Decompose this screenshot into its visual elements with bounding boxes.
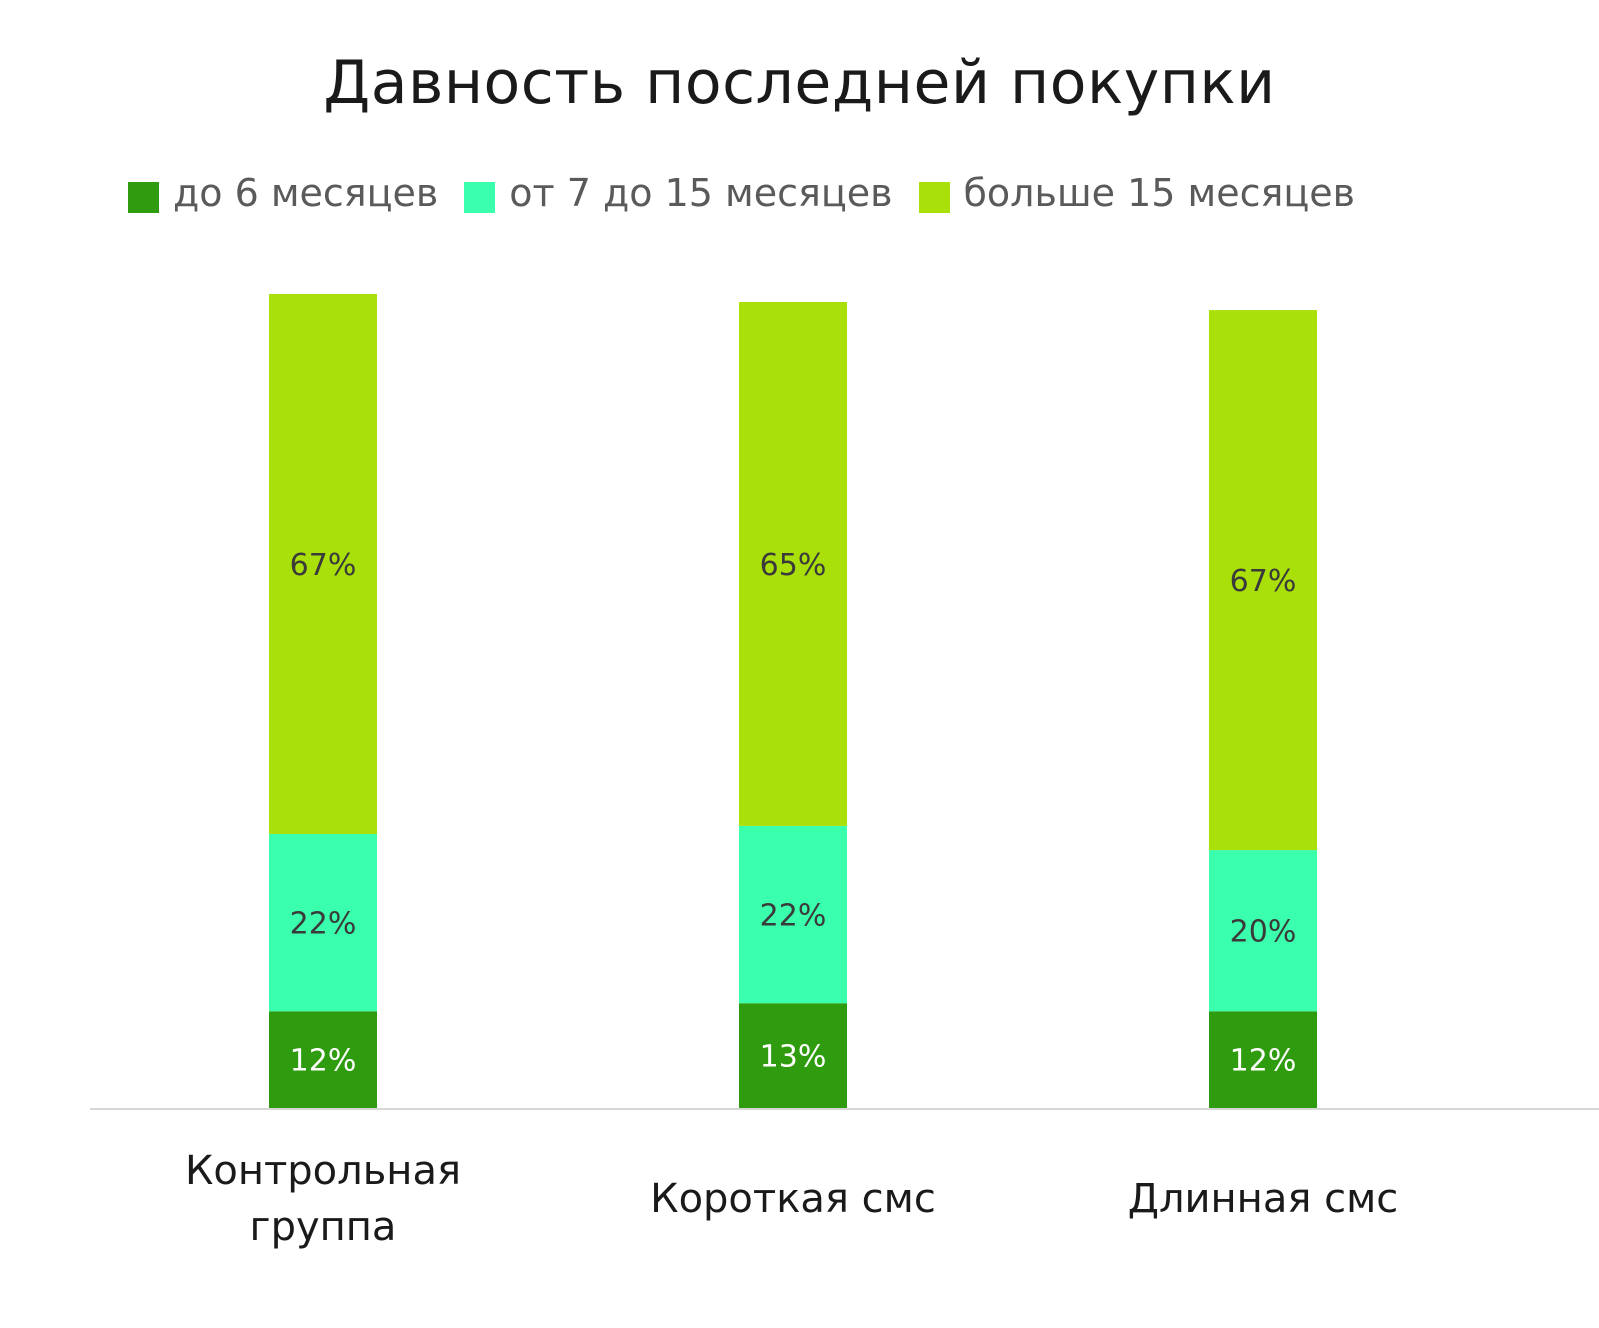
data-label: 65% bbox=[760, 548, 827, 583]
bar-segment bbox=[1209, 1011, 1317, 1108]
legend-item: от 7 до 15 месяцев bbox=[464, 171, 893, 215]
bar-segment bbox=[269, 833, 377, 1012]
data-label: 20% bbox=[1230, 915, 1297, 950]
bar-segment bbox=[739, 1003, 847, 1108]
category-label: Контрольная bbox=[185, 1148, 461, 1194]
chart-title: Давность последней покупки bbox=[323, 48, 1276, 118]
data-label: 67% bbox=[290, 548, 357, 583]
legend-swatch bbox=[128, 181, 159, 213]
bar-segment bbox=[1209, 310, 1317, 851]
bar-segment bbox=[739, 302, 847, 826]
data-label: 22% bbox=[760, 899, 827, 934]
legend-label: больше 15 месяцев bbox=[963, 171, 1355, 215]
bar-segment bbox=[739, 825, 847, 1004]
category-label: Короткая смс bbox=[650, 1176, 936, 1222]
data-label: 12% bbox=[1230, 1044, 1297, 1079]
category-label: Длинная смс bbox=[1128, 1176, 1399, 1222]
legend: до 6 месяцев от 7 до 15 месяцев больше 15 … bbox=[128, 168, 1381, 218]
legend-item: до 6 месяцев bbox=[128, 171, 438, 215]
data-label: 12% bbox=[290, 1044, 357, 1079]
legend-label: от 7 до 15 месяцев bbox=[509, 171, 893, 215]
category-label: группа bbox=[250, 1204, 397, 1250]
bar-segment bbox=[269, 293, 377, 834]
legend-label: до 6 месяцев bbox=[173, 171, 439, 215]
data-label: 22% bbox=[290, 907, 357, 942]
bar-segment bbox=[269, 1011, 377, 1108]
legend-item: больше 15 месяцев bbox=[918, 171, 1355, 215]
data-label: 13% bbox=[760, 1040, 827, 1075]
legend-swatch bbox=[918, 181, 950, 213]
data-label: 67% bbox=[1230, 564, 1297, 599]
legend-swatch bbox=[464, 181, 496, 213]
bar-segment bbox=[1209, 850, 1317, 1012]
